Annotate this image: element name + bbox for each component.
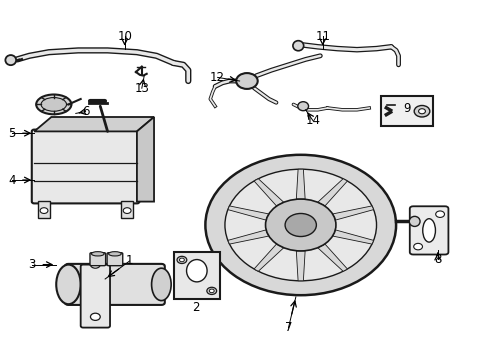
Polygon shape <box>332 230 373 244</box>
Circle shape <box>413 105 429 117</box>
Ellipse shape <box>41 98 66 111</box>
Circle shape <box>179 258 184 262</box>
Circle shape <box>90 313 100 320</box>
Circle shape <box>205 155 395 295</box>
Circle shape <box>209 289 214 293</box>
Polygon shape <box>254 244 283 271</box>
Circle shape <box>418 109 425 114</box>
Ellipse shape <box>297 102 308 111</box>
Text: 7: 7 <box>284 321 292 334</box>
Polygon shape <box>34 117 154 131</box>
Text: 6: 6 <box>81 105 89 118</box>
Polygon shape <box>317 244 346 271</box>
Ellipse shape <box>91 252 104 256</box>
Polygon shape <box>254 179 283 206</box>
Circle shape <box>285 213 316 237</box>
Circle shape <box>206 287 216 294</box>
Polygon shape <box>137 117 154 202</box>
Circle shape <box>224 169 376 281</box>
Text: 12: 12 <box>210 71 224 84</box>
Text: 3: 3 <box>28 258 36 271</box>
FancyBboxPatch shape <box>90 253 105 266</box>
Text: 4: 4 <box>8 174 16 186</box>
Circle shape <box>413 243 422 250</box>
Text: 8: 8 <box>433 253 441 266</box>
Ellipse shape <box>186 260 207 282</box>
Ellipse shape <box>5 55 16 65</box>
Polygon shape <box>296 251 305 281</box>
Circle shape <box>177 256 186 264</box>
Ellipse shape <box>292 41 303 51</box>
Ellipse shape <box>108 252 121 256</box>
Polygon shape <box>317 179 346 206</box>
Text: 11: 11 <box>315 30 329 42</box>
Ellipse shape <box>56 265 81 304</box>
FancyBboxPatch shape <box>409 206 447 255</box>
Circle shape <box>123 208 131 213</box>
Bar <box>38 201 50 218</box>
Circle shape <box>236 73 257 89</box>
Ellipse shape <box>422 219 434 242</box>
Text: 14: 14 <box>305 114 320 127</box>
Circle shape <box>90 261 100 268</box>
Circle shape <box>40 208 48 213</box>
Polygon shape <box>296 169 305 199</box>
Bar <box>121 201 133 218</box>
Ellipse shape <box>151 268 171 301</box>
Ellipse shape <box>36 94 71 114</box>
Text: 2: 2 <box>191 301 199 314</box>
Text: 5: 5 <box>8 127 16 140</box>
FancyBboxPatch shape <box>32 130 139 203</box>
Ellipse shape <box>408 216 419 226</box>
Circle shape <box>265 199 335 251</box>
FancyBboxPatch shape <box>65 264 164 305</box>
Text: 9: 9 <box>402 102 410 114</box>
Text: 13: 13 <box>134 82 149 95</box>
Bar <box>173 252 220 299</box>
Polygon shape <box>227 206 268 220</box>
Bar <box>381 96 432 126</box>
Polygon shape <box>227 230 268 244</box>
Text: 10: 10 <box>117 30 132 42</box>
FancyBboxPatch shape <box>81 265 110 328</box>
Polygon shape <box>332 206 373 220</box>
FancyBboxPatch shape <box>107 253 122 266</box>
Circle shape <box>435 211 444 217</box>
Text: 1: 1 <box>125 255 133 267</box>
